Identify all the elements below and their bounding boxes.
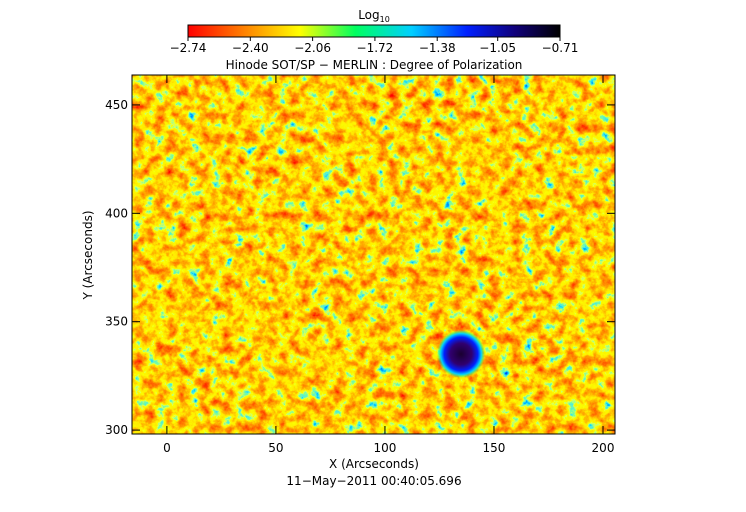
y-tick-label: 350	[105, 315, 128, 329]
colorbar-tick-label: −2.06	[294, 41, 331, 55]
colorbar-tick-label: −1.72	[357, 41, 394, 55]
y-tick-label: 300	[105, 423, 128, 437]
x-tick-label: 200	[592, 441, 615, 455]
y-tick-label: 450	[105, 98, 128, 112]
x-tick-label: 50	[268, 441, 283, 455]
colorbar-tick-label: −1.38	[419, 41, 456, 55]
plot-frame	[131, 74, 616, 435]
heatmap-image	[132, 75, 615, 434]
x-tick-label: 150	[483, 441, 506, 455]
colorbar-tick-label: −0.71	[542, 41, 579, 55]
colorbar-tick-label: −2.40	[232, 41, 269, 55]
x-axis-label: X (Arcseconds)	[329, 457, 419, 471]
x-tick-label: 0	[163, 441, 171, 455]
colorbar-tick-label: −2.74	[170, 41, 207, 55]
sunspot	[437, 330, 485, 378]
colorbar	[187, 24, 561, 38]
y-axis-label: Y (Arcseconds)	[81, 210, 95, 300]
footer-date: 11−May−2011 00:40:05.696	[286, 474, 461, 488]
chart-title: Hinode SOT/SP − MERLIN : Degree of Polar…	[226, 58, 523, 72]
y-tick-label: 400	[105, 206, 128, 220]
x-tick-label: 100	[373, 441, 396, 455]
colorbar-tick-label: −1.05	[479, 41, 516, 55]
colorbar-label: Log10	[358, 8, 390, 24]
